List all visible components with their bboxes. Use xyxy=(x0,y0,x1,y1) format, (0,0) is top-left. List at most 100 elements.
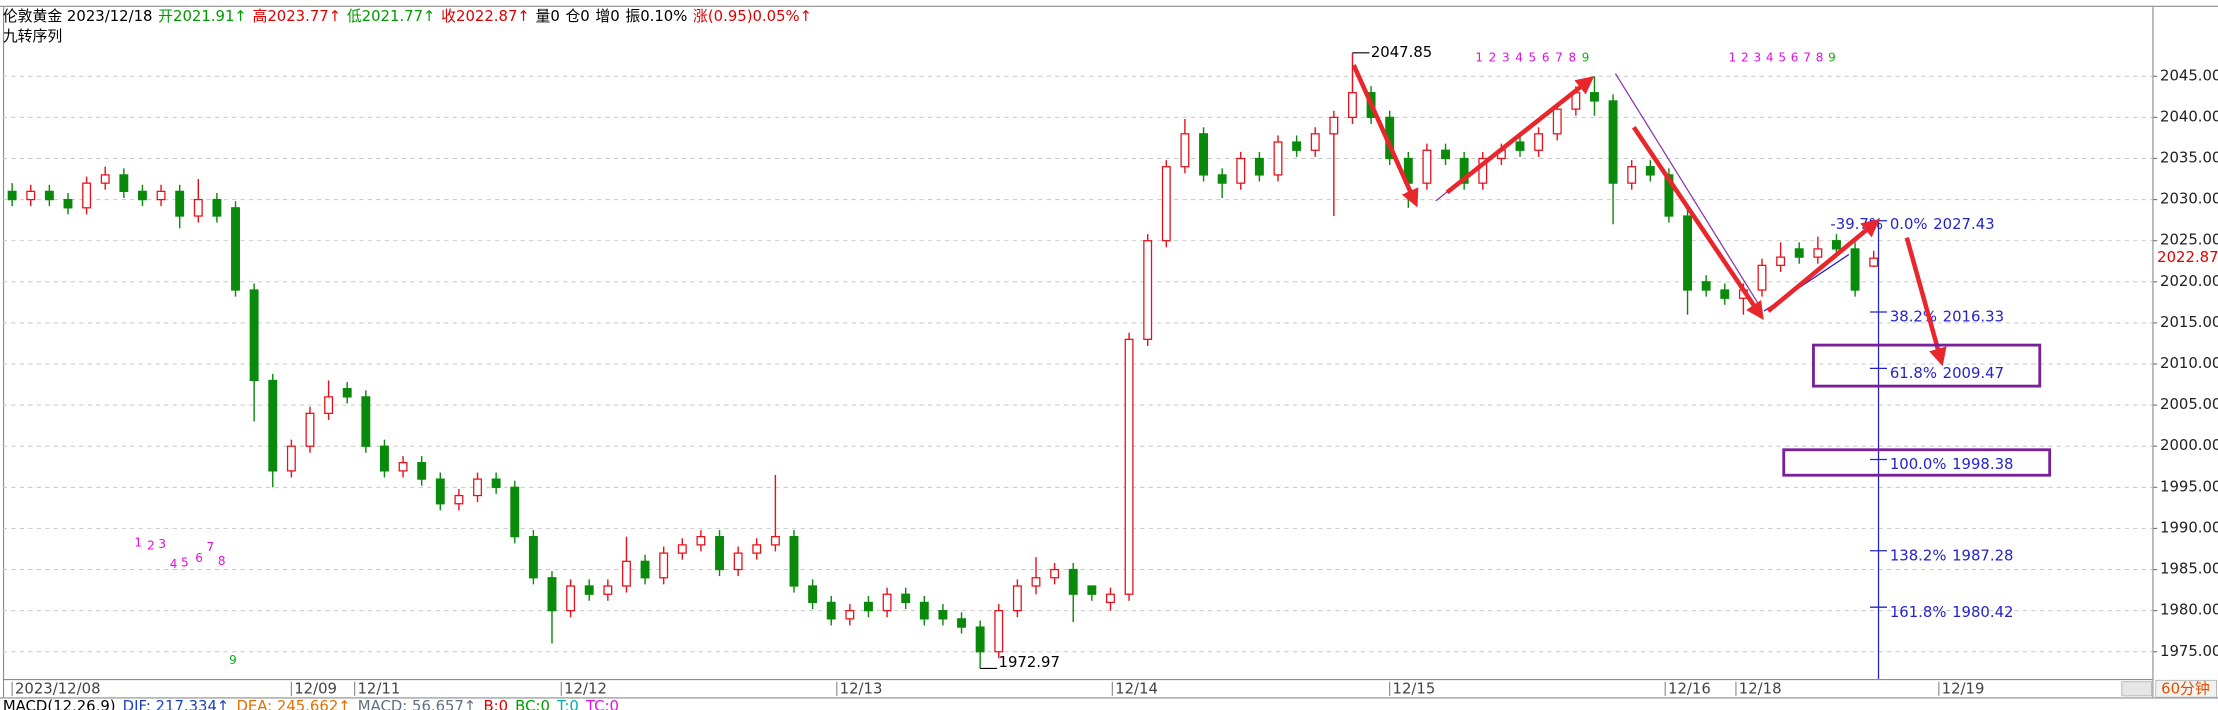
sequence-label: 9 xyxy=(1582,50,1590,64)
y-tick-label: 1985.00 xyxy=(2160,560,2218,578)
header-item: 低2021.77↑ xyxy=(347,7,436,25)
candle-body xyxy=(1422,149,1432,184)
x-tick-label: 12/15 xyxy=(1393,679,1436,697)
arrow xyxy=(1351,64,1419,208)
y-tick-label: 2020.00 xyxy=(2160,272,2218,290)
candle-body xyxy=(1161,166,1171,242)
candle-body xyxy=(1199,133,1208,176)
candle-body xyxy=(1645,166,1655,176)
indicator-item: DIF: 217.334↑ xyxy=(123,697,230,710)
fib-price: 1980.42 xyxy=(1952,603,2013,621)
indicator-item: TC:0 xyxy=(585,697,619,710)
candle-body xyxy=(901,593,911,604)
sequence-label: 8 xyxy=(218,554,226,568)
candle-body xyxy=(119,174,129,192)
sequence-label: 4 xyxy=(1766,50,1774,64)
x-tick-label: 12/12 xyxy=(564,679,607,697)
candle-body xyxy=(63,198,73,209)
x-tick-label: 12/16 xyxy=(1668,679,1711,697)
candle-body xyxy=(305,412,315,447)
fib-price: 1998.38 xyxy=(1952,455,2013,473)
candle-body xyxy=(26,190,36,201)
candle-body xyxy=(286,445,296,472)
candle-body xyxy=(1441,149,1450,160)
sequence-label: 7 xyxy=(1555,50,1563,64)
candle-body xyxy=(677,544,687,554)
y-tick-label: 1995.00 xyxy=(2160,477,2218,495)
sequence-label: 5 xyxy=(181,555,189,569)
last-price: 2022.87 xyxy=(2157,248,2218,266)
candle-body xyxy=(1627,166,1637,184)
candle-body xyxy=(398,462,408,472)
header-item: 高2023.77↑ xyxy=(252,7,341,25)
candle-body xyxy=(1757,264,1767,291)
y-tick-label: 2015.00 xyxy=(2160,313,2218,331)
candle-body xyxy=(584,585,594,595)
candle-body xyxy=(1534,133,1544,151)
candle-body xyxy=(1720,289,1730,299)
candle-body xyxy=(733,552,743,571)
sequence-label: 6 xyxy=(1542,50,1550,64)
sequence-label: 5 xyxy=(1529,50,1537,64)
y-tick-label: 2010.00 xyxy=(2160,354,2218,372)
indicator-item: T:0 xyxy=(556,697,579,710)
scroll-box[interactable] xyxy=(2121,681,2152,697)
sequence-label: 7 xyxy=(207,540,215,554)
indicator-item: B:0 xyxy=(483,697,508,710)
candle-body xyxy=(603,585,613,595)
candle-body xyxy=(1124,338,1134,595)
candle-body xyxy=(826,601,836,620)
sequence-label: 2 xyxy=(1741,50,1749,64)
candle-body xyxy=(1106,593,1115,604)
fib-price: 1987.28 xyxy=(1952,546,2013,564)
candle-body xyxy=(193,198,203,217)
candle-body xyxy=(1273,141,1283,176)
header-item: 振0.10% xyxy=(625,7,687,25)
trend-line xyxy=(1614,73,1762,309)
x-tick-label: 12/09 xyxy=(294,679,337,697)
sequence-label: 1 xyxy=(134,536,142,550)
candle-body xyxy=(882,593,892,612)
candle-body xyxy=(1180,133,1190,168)
candle-body xyxy=(1664,174,1674,217)
candle-body xyxy=(435,478,445,505)
fib-level-label: 138.2% 1987.28 xyxy=(1890,546,2014,564)
candle-body xyxy=(44,190,54,201)
fib-level-label: 161.8% 1980.42 xyxy=(1890,603,2014,621)
header-item: 仓0 xyxy=(565,7,589,25)
candle-body xyxy=(1683,215,1692,291)
indicator-line: MACD(12,26,9) DIF: 217.334↑ DEA: 245.662↑ M… xyxy=(3,697,619,710)
fib-ratio: 161.8% xyxy=(1890,603,1947,621)
sequence-label: 5 xyxy=(1778,50,1786,64)
fib-ratio: 100.0% xyxy=(1890,455,1947,473)
candle-body xyxy=(82,182,92,209)
candle-body xyxy=(137,190,147,201)
candle-body xyxy=(1813,248,1823,258)
candle-body xyxy=(919,601,929,620)
fib-ratio: 138.2% xyxy=(1890,546,1947,564)
period-box[interactable] xyxy=(2155,679,2218,698)
fib-price: 2009.47 xyxy=(1943,364,2004,382)
candle-body xyxy=(249,289,259,382)
indicator-item: BC:0 xyxy=(515,697,550,710)
plot-area: 伦敦黄金 2023/12/18 开2021.91↑ 高2023.77↑ 低2021.7… xyxy=(3,7,2218,710)
candle-body xyxy=(100,174,110,184)
candle-body xyxy=(1050,568,1060,579)
candle-body xyxy=(1478,157,1488,184)
y-tick-label: 2030.00 xyxy=(2160,190,2218,208)
period-label[interactable]: 60分钟 xyxy=(2161,679,2210,697)
candle-body xyxy=(640,560,650,579)
candle-body xyxy=(379,445,389,472)
candle-body xyxy=(1552,108,1562,135)
y-tick-label: 2040.00 xyxy=(2160,107,2218,125)
sequence-label: 3 xyxy=(1753,50,1761,64)
y-tick-label: 2005.00 xyxy=(2160,395,2218,413)
candle-body xyxy=(156,190,166,201)
high-annotation: 2047.85 xyxy=(1371,43,1432,61)
sequence-label: 7 xyxy=(1803,50,1811,64)
candle-body xyxy=(1832,240,1841,250)
candle-body xyxy=(1348,92,1357,119)
header-item: 伦敦黄金 2023/12/18 xyxy=(3,7,153,25)
